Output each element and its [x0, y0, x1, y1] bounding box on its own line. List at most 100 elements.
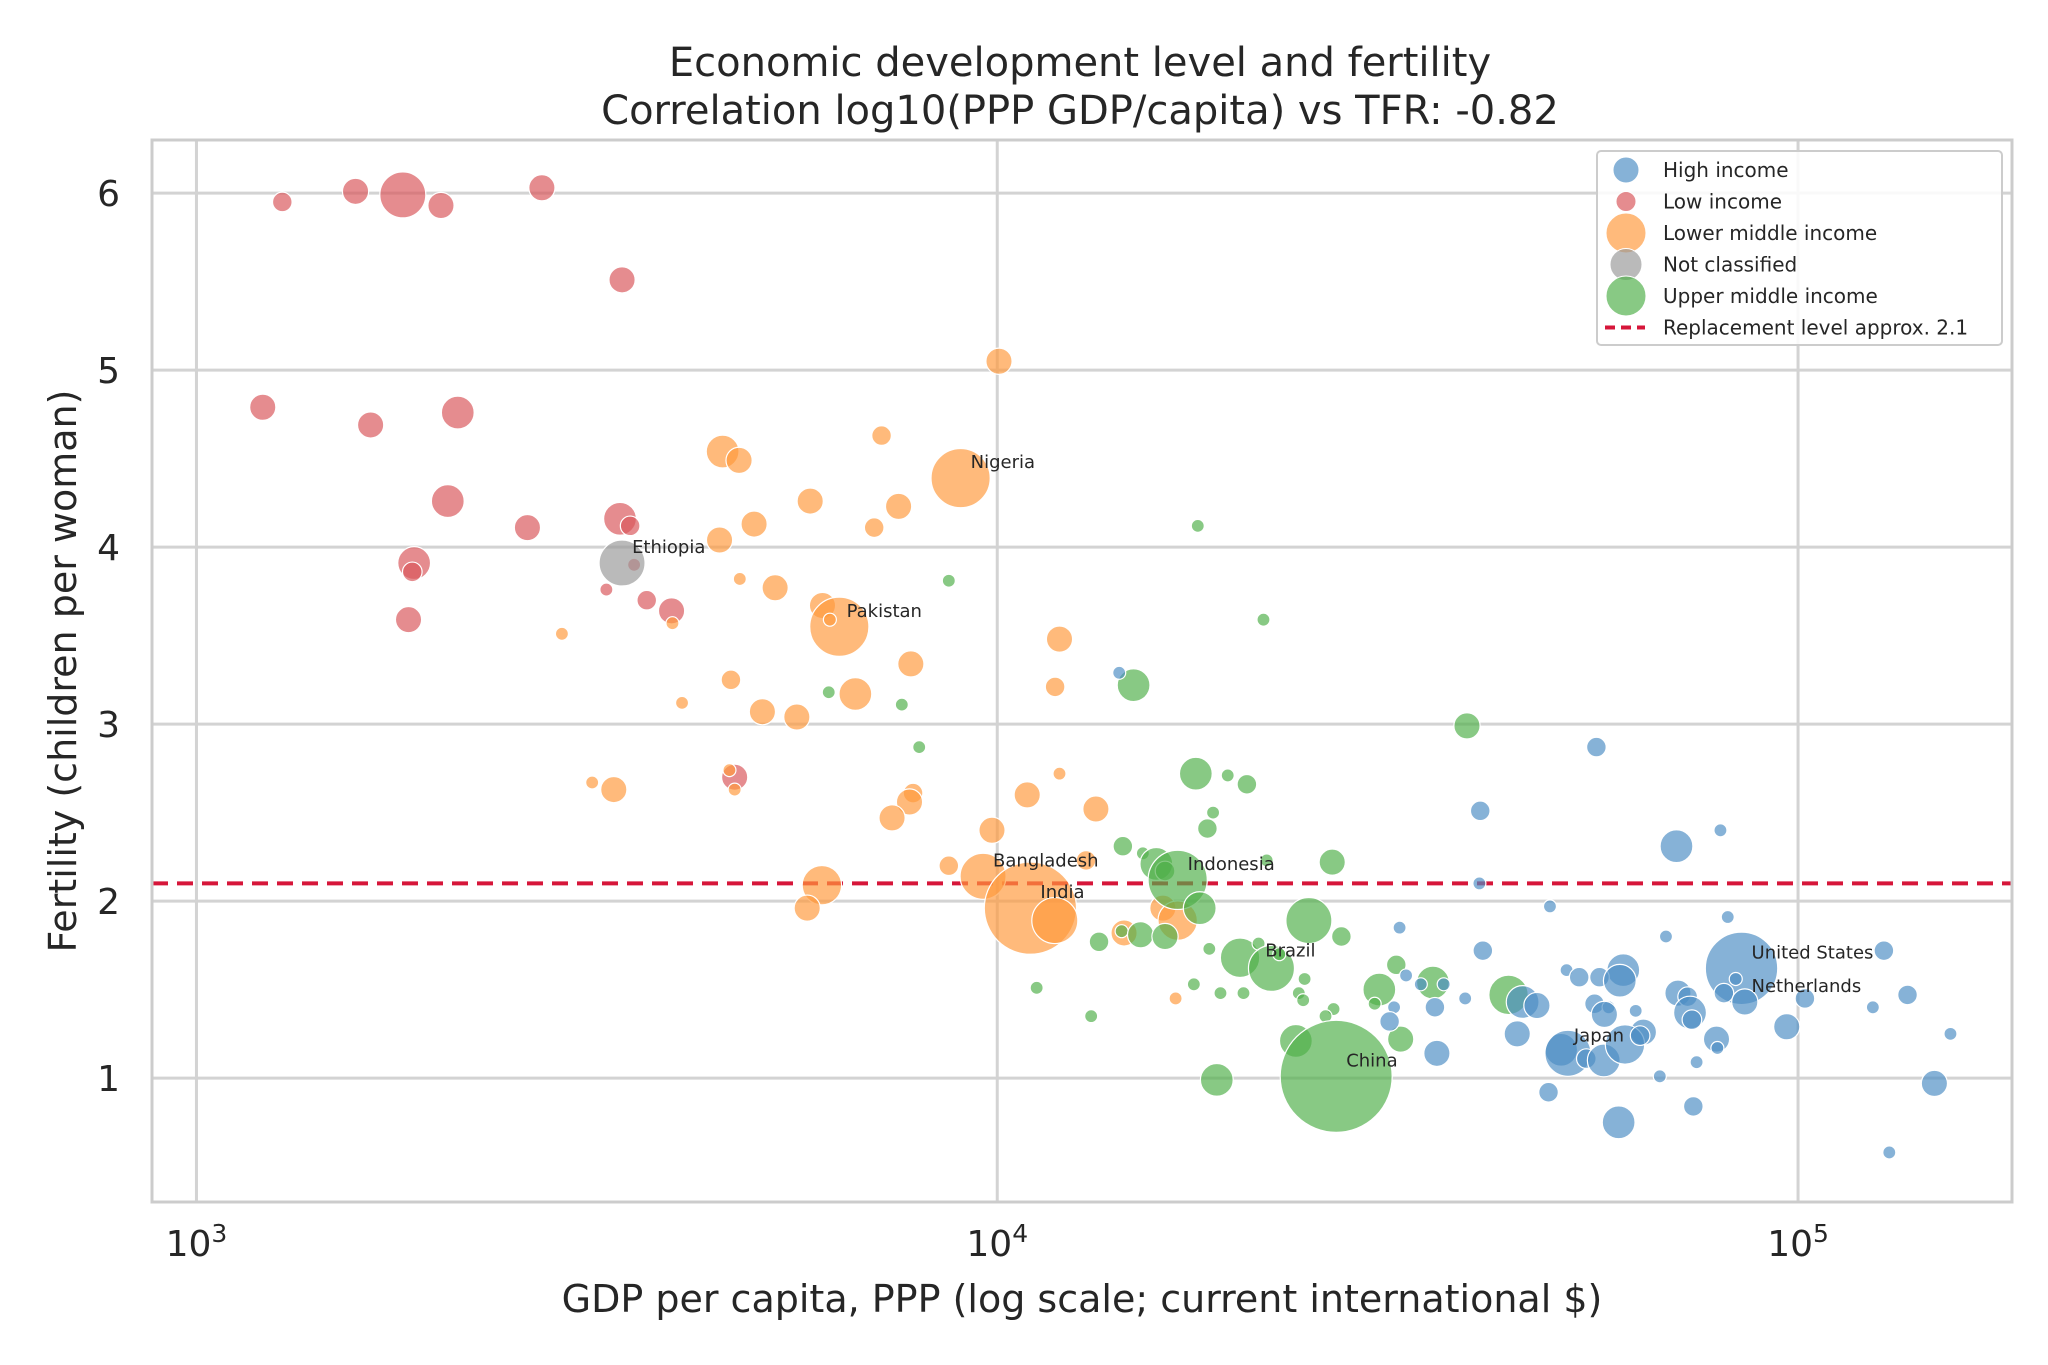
data-point [1045, 625, 1074, 653]
data-point [1713, 823, 1728, 838]
data-point [978, 816, 1006, 845]
data-point [401, 561, 423, 583]
y-tick-label: 1 [97, 1059, 120, 1100]
data-point [1013, 781, 1041, 809]
data-point [863, 517, 885, 539]
data-point [1088, 931, 1110, 953]
y-axis-label: Fertility (children per woman) [41, 390, 85, 953]
data-point [1075, 849, 1097, 871]
legend-label: Replacement level approx. 2.1 [1663, 316, 1968, 340]
data-point [585, 775, 600, 790]
legend: High income Low income Lower middle income… [1596, 150, 2003, 346]
data-point [1424, 996, 1446, 1018]
point-annotation: Nigeria [971, 452, 1035, 473]
data-point [430, 484, 465, 519]
data-point [809, 596, 870, 657]
data-point [1202, 941, 1217, 956]
data-point [871, 425, 892, 446]
point-annotation: China [1346, 1050, 1397, 1071]
data-point [1168, 991, 1183, 1006]
data-point [1689, 1055, 1704, 1070]
data-point [1523, 991, 1551, 1020]
data-point [822, 612, 837, 627]
data-point [838, 677, 873, 712]
legend-marker [1605, 275, 1647, 317]
data-point [554, 626, 570, 641]
data-point [674, 695, 690, 710]
data-point [793, 894, 821, 922]
point-annotation: Brazil [1265, 941, 1315, 962]
data-point [1236, 986, 1251, 1001]
legend-label: Lower middle income [1663, 221, 1877, 245]
data-point [1296, 993, 1311, 1008]
data-point [1392, 920, 1407, 935]
data-point [1728, 971, 1743, 987]
data-point [985, 347, 1013, 375]
data-point [1568, 966, 1590, 988]
data-point [1084, 1009, 1099, 1024]
data-point [1897, 984, 1918, 1006]
data-point [1330, 926, 1352, 947]
data-point [1538, 1081, 1559, 1103]
point-annotation: United States [1752, 942, 1874, 963]
y-tick-label: 2 [97, 882, 120, 923]
data-point [722, 763, 737, 778]
data-point [1279, 1019, 1393, 1133]
point-annotation: India [1040, 882, 1084, 903]
chart-subtitle: Correlation log10(PPP GDP/capita) vs TFR… [601, 88, 1559, 134]
data-point [1542, 899, 1558, 914]
data-point [271, 191, 293, 213]
data-point [1199, 1062, 1234, 1097]
data-point [427, 191, 455, 220]
data-point [1652, 1069, 1667, 1084]
data-point [1112, 665, 1127, 680]
data-point [249, 393, 277, 421]
data-point [748, 698, 777, 726]
data-point [1413, 977, 1428, 992]
data-point [599, 582, 614, 597]
data-point [1186, 977, 1201, 992]
data-point [897, 650, 925, 678]
data-point [1178, 756, 1213, 791]
data-point [1236, 773, 1258, 795]
y-tick-label: 5 [97, 351, 120, 392]
data-point [1710, 1040, 1725, 1056]
point-annotation: Netherlands [1752, 976, 1862, 997]
data-point [1398, 968, 1414, 983]
legend-label: Low income [1663, 190, 1782, 214]
data-point [727, 782, 742, 797]
data-point [598, 539, 646, 587]
plot-frame [150, 138, 2014, 1204]
data-point [513, 513, 542, 542]
data-point [1602, 963, 1637, 998]
data-point [341, 177, 370, 206]
data-point [1882, 1145, 1897, 1160]
data-point [1285, 896, 1333, 945]
chart-title: Economic development level and fertility [669, 40, 1491, 86]
data-point [1713, 982, 1735, 1004]
data-point [732, 571, 747, 587]
data-point [1220, 768, 1235, 783]
data-point [528, 174, 556, 202]
data-point [1503, 1020, 1531, 1048]
legend-label: Not classified [1663, 253, 1797, 277]
data-point [801, 864, 843, 906]
data-point [1681, 1009, 1703, 1031]
data-point [1865, 1000, 1880, 1015]
data-point [1873, 940, 1895, 962]
x-tick-labels: 103 104 105 [166, 1219, 1829, 1265]
data-point [1629, 1025, 1651, 1047]
data-point [1197, 818, 1218, 839]
y-tick-label: 3 [97, 705, 120, 746]
point-annotation: Ethiopia [632, 537, 705, 558]
data-point [895, 788, 924, 816]
data-point [705, 526, 734, 554]
data-point [1458, 991, 1473, 1006]
data-point [1773, 1013, 1801, 1041]
data-point [1794, 988, 1816, 1009]
data-point [1213, 986, 1228, 1001]
legend-marker [1605, 212, 1647, 254]
data-point [1682, 1096, 1704, 1117]
data-point [1031, 896, 1079, 945]
data-point [796, 487, 824, 515]
